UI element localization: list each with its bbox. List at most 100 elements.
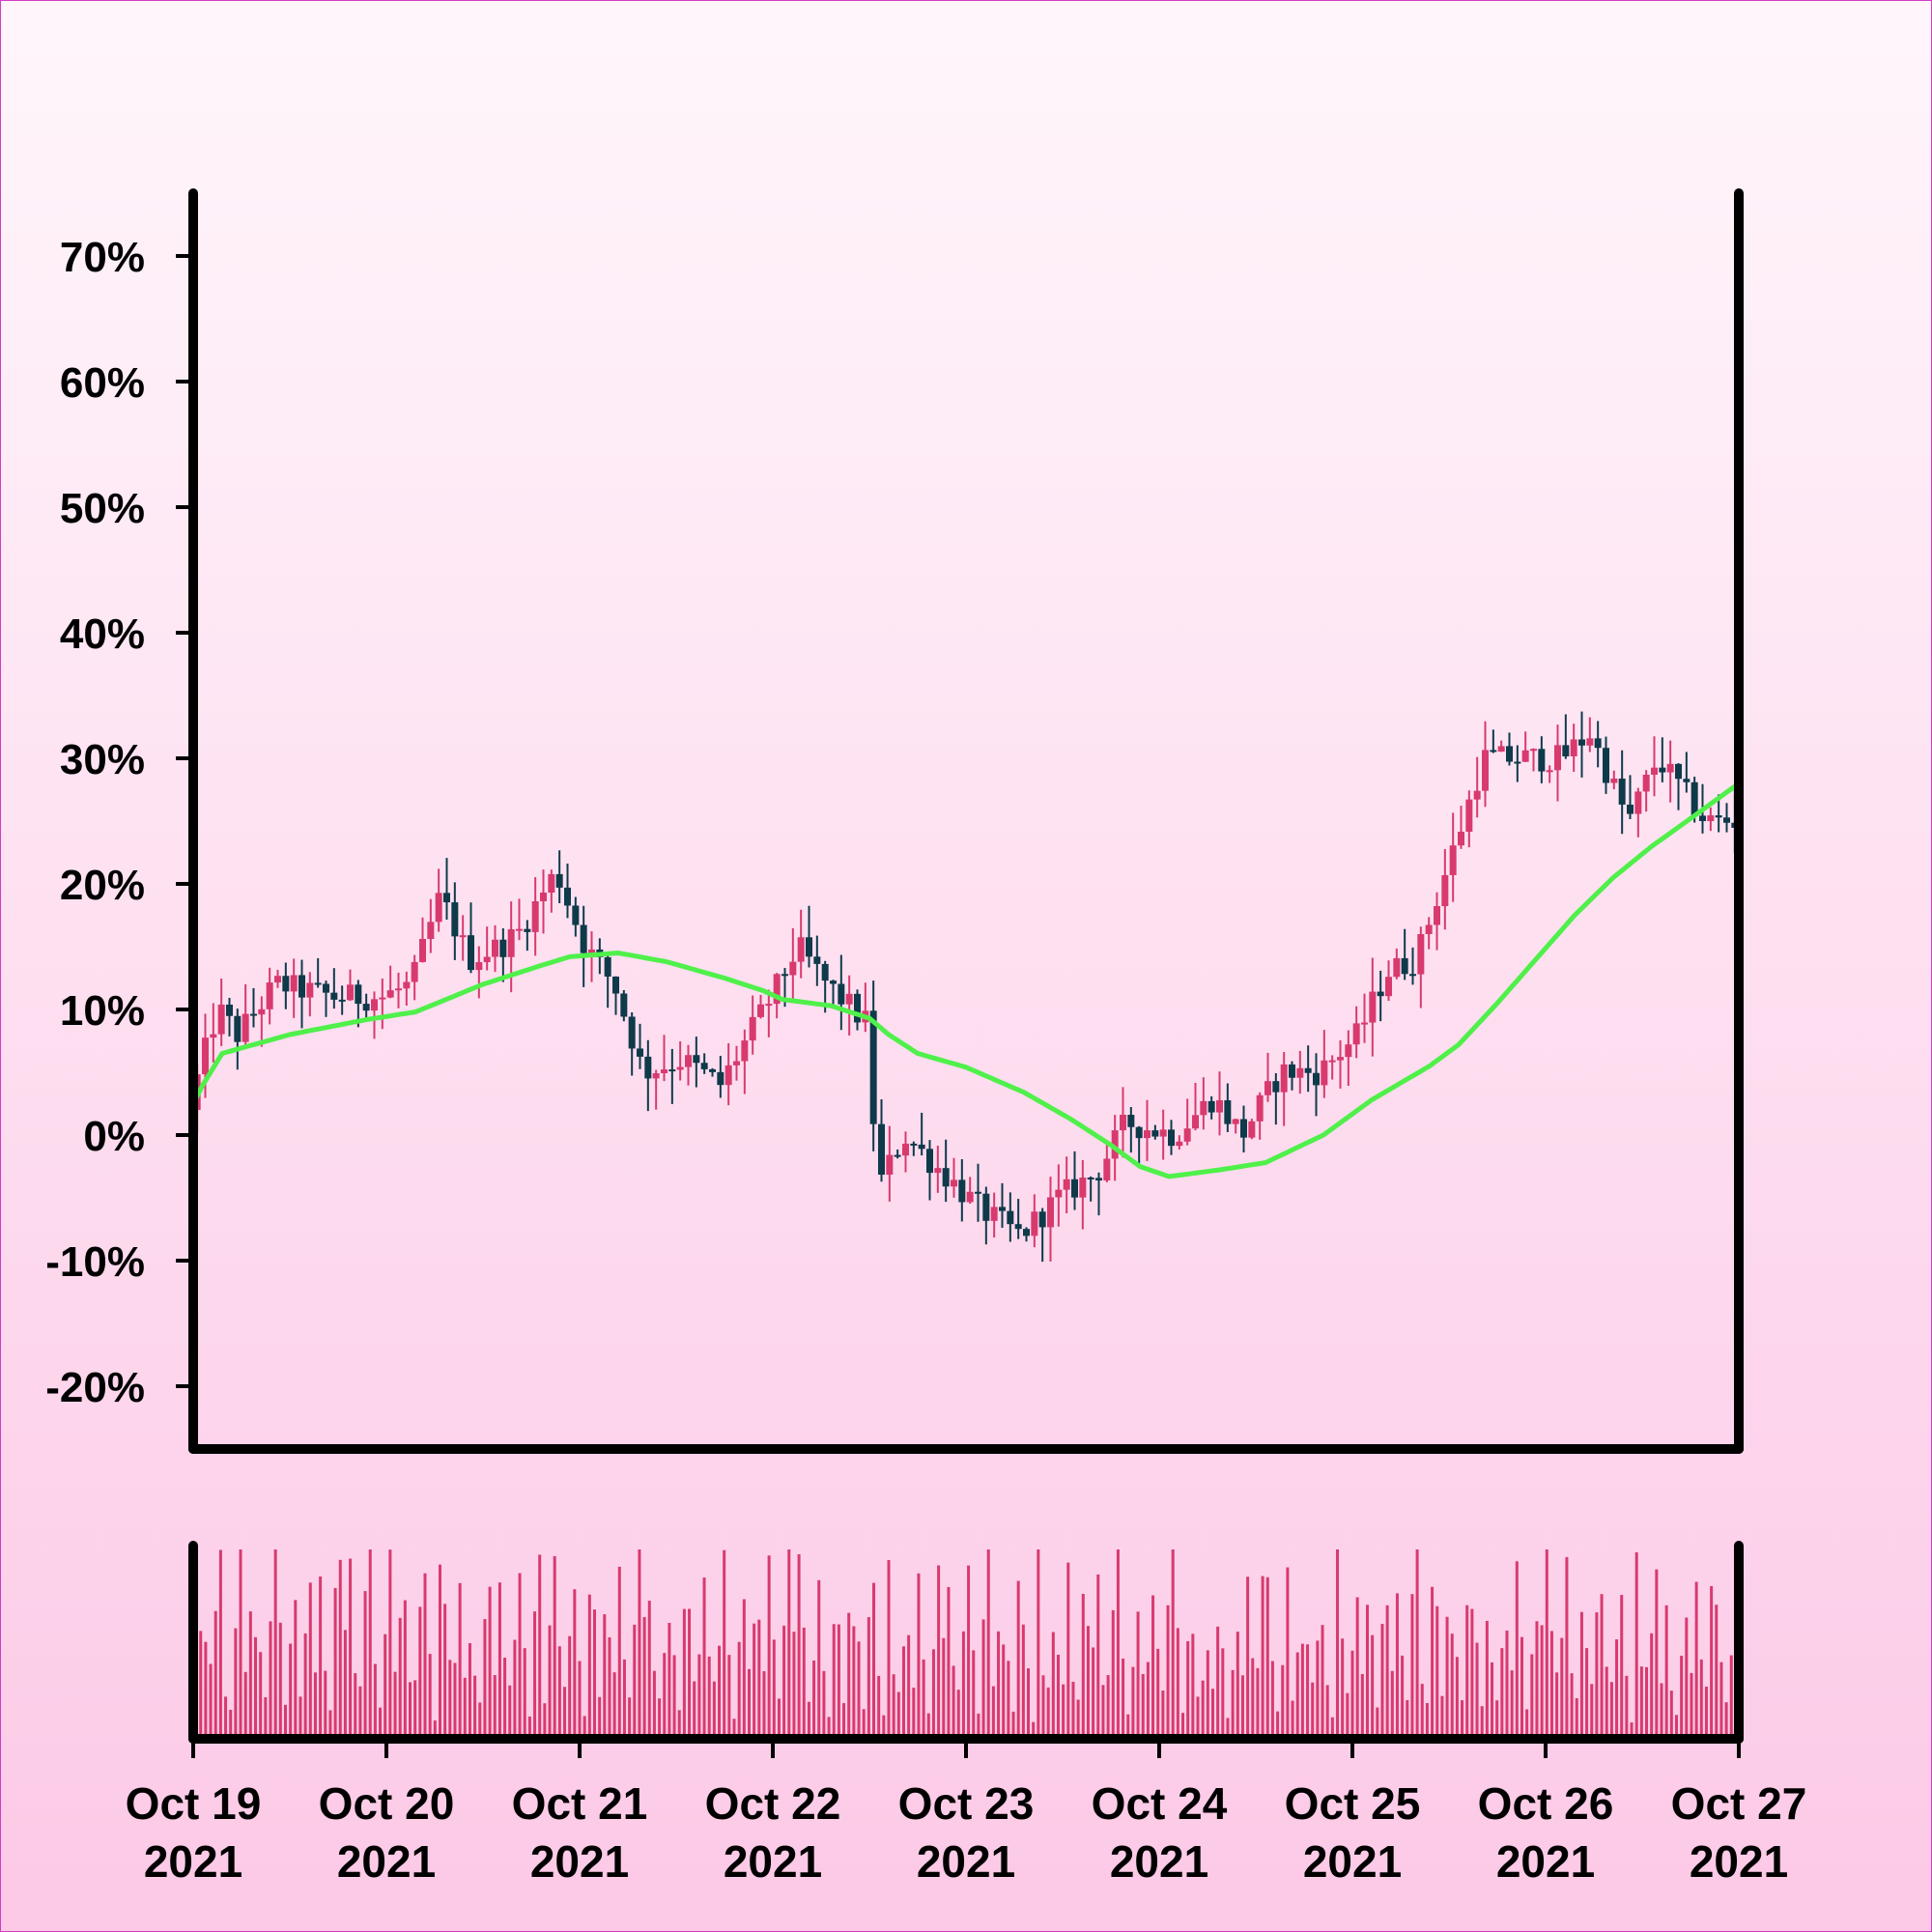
volume-bar (553, 1555, 556, 1739)
candle-body (468, 935, 474, 971)
volume-bar (1101, 1685, 1105, 1739)
volume-bar (1281, 1664, 1285, 1739)
candle-body (1490, 750, 1497, 753)
candle-body (1337, 1057, 1344, 1061)
candle-body (1087, 1177, 1094, 1179)
volume-bar (379, 1707, 383, 1739)
volume-bar (772, 1639, 776, 1739)
volume-bar (1106, 1675, 1110, 1739)
y-tick-label: 10% (60, 987, 145, 1035)
volume-bar (762, 1671, 766, 1739)
volume-bar (1071, 1681, 1075, 1739)
volume-bar (1694, 1581, 1698, 1739)
volume-bar (1540, 1625, 1544, 1739)
volume-bar (1365, 1605, 1369, 1739)
y-tick-label: 30% (60, 736, 145, 783)
y-tick-label: 0% (83, 1113, 145, 1160)
volume-bar (294, 1600, 298, 1739)
volume-bar (1650, 1633, 1654, 1739)
volume-bar (857, 1641, 861, 1739)
candle-body (451, 902, 459, 937)
volume-bar (388, 1549, 392, 1739)
candle-body (733, 1061, 740, 1065)
volume-bar (1300, 1643, 1304, 1739)
volume-bar (418, 1606, 422, 1739)
candle-body (1159, 1129, 1167, 1137)
candle-body (531, 901, 539, 932)
candle-body (266, 982, 273, 1009)
volume-bar (1311, 1682, 1315, 1739)
candle-body (1047, 1197, 1054, 1228)
candle-body (217, 1004, 225, 1035)
candle-body (443, 893, 450, 903)
candle-body (1465, 799, 1473, 833)
volume-bar (638, 1549, 641, 1739)
volume-bar (1027, 1668, 1031, 1739)
volume-bar (328, 1710, 332, 1739)
volume-bar (1475, 1642, 1479, 1739)
candle-body (1111, 1130, 1119, 1159)
volume-bar (952, 1665, 955, 1739)
volume-bar (1240, 1675, 1244, 1739)
volume-bar (1011, 1711, 1015, 1739)
volume-bar (1021, 1624, 1025, 1739)
volume-bar (1525, 1709, 1529, 1739)
candle-body (306, 982, 314, 998)
volume-bar (423, 1573, 427, 1739)
volume-bar (807, 1701, 810, 1739)
volume-bar (787, 1549, 791, 1739)
volume-bar (1161, 1690, 1165, 1739)
volume-bar (319, 1576, 323, 1739)
candle-body (524, 928, 531, 932)
volume-bar (527, 1716, 531, 1739)
candle-body (371, 999, 378, 1011)
volume-bar (478, 1702, 482, 1739)
volume-bar (1151, 1595, 1155, 1739)
volume-bar (1086, 1626, 1090, 1739)
volume-bar (333, 1587, 337, 1739)
candle-body (894, 1154, 901, 1157)
volume-bar (1620, 1595, 1624, 1739)
volume-bar (1406, 1700, 1409, 1739)
candle-body (975, 1191, 981, 1194)
volume-bar (882, 1715, 886, 1739)
volume-bar (587, 1594, 591, 1739)
volume-bar (802, 1627, 806, 1739)
volume-bar (1420, 1684, 1424, 1739)
y-tick-label: -10% (45, 1238, 145, 1286)
candle-body (982, 1193, 990, 1221)
candle-body (1618, 778, 1626, 805)
volume-bar (1276, 1711, 1280, 1739)
candle-body (765, 1004, 773, 1007)
volume-bar (877, 1675, 881, 1739)
volume-bar (224, 1696, 228, 1739)
candle-body (1127, 1115, 1135, 1127)
volume-bar (1316, 1640, 1320, 1739)
volume-bar (1032, 1721, 1036, 1739)
volume-bar (497, 1582, 501, 1739)
candle-body (1449, 845, 1457, 875)
candle-body (644, 1056, 652, 1079)
volume-bar (523, 1648, 526, 1739)
candle-body (724, 1065, 732, 1086)
volume-bar (986, 1549, 990, 1739)
volume-bar (1076, 1699, 1080, 1739)
volume-bar (324, 1670, 327, 1739)
volume-bar (1685, 1617, 1689, 1739)
volume-bar (403, 1600, 407, 1739)
candle-body (1409, 974, 1416, 977)
candle-body (1144, 1130, 1151, 1139)
volume-bar (458, 1582, 462, 1739)
x-tick-label-year: 2021 (337, 1836, 436, 1887)
volume-bar (209, 1663, 213, 1739)
candle-body (1296, 1067, 1304, 1078)
candle-body (1578, 739, 1585, 746)
volume-bar (248, 1611, 252, 1739)
x-tick-label-year: 2021 (1496, 1836, 1595, 1887)
candle-body (773, 974, 781, 1005)
candle-body (1530, 749, 1537, 752)
x-tick-label-date: Oct 27 (1671, 1778, 1807, 1829)
volume-bar (1704, 1686, 1708, 1739)
candle-body (676, 1066, 684, 1070)
